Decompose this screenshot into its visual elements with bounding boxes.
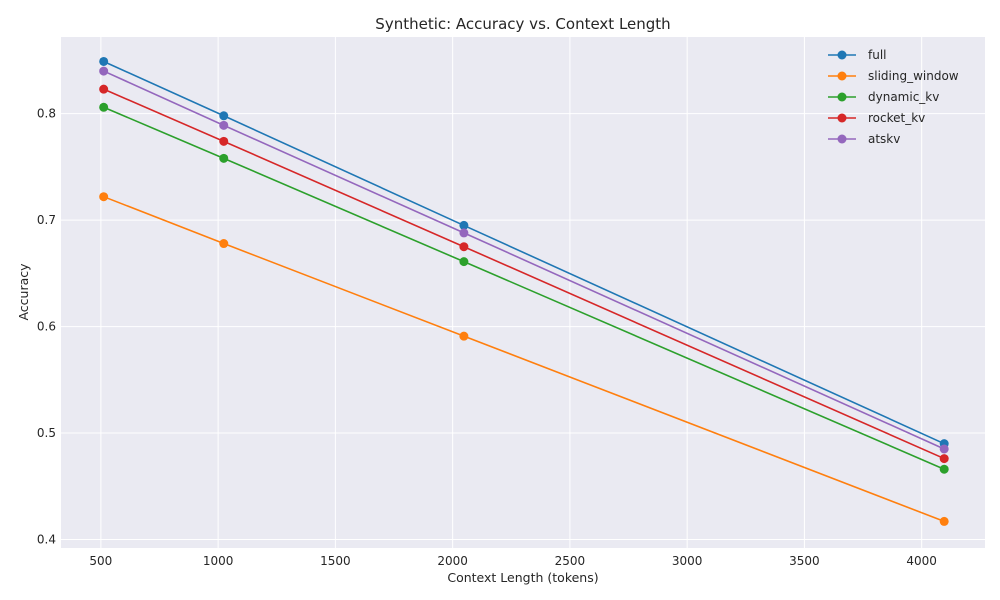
data-point (99, 56, 109, 66)
x-tick-label: 3000 (672, 554, 703, 568)
legend-marker (837, 134, 847, 144)
grid-lines (61, 37, 985, 548)
legend-item: atskv (828, 132, 900, 146)
x-tick-label: 1000 (203, 554, 234, 568)
x-axis-label: Context Length (tokens) (447, 570, 598, 585)
x-tick-labels: 500 1000 1500 2000 2500 3000 3500 4000 (89, 554, 937, 568)
x-tick-label: 4000 (906, 554, 937, 568)
legend-marker (837, 50, 847, 60)
legend-label: dynamic_kv (868, 90, 939, 104)
data-point (939, 516, 949, 526)
data-point (459, 242, 469, 252)
chart-title: Synthetic: Accuracy vs. Context Length (375, 15, 670, 33)
x-tick-label: 3500 (789, 554, 820, 568)
data-point (219, 111, 229, 121)
data-point (219, 120, 229, 130)
series-line (103, 70, 945, 450)
legend-marker (837, 71, 847, 81)
legend-item: rocket_kv (828, 111, 925, 125)
x-tick-label: 2500 (555, 554, 586, 568)
data-point (939, 454, 949, 464)
data-point (459, 220, 469, 230)
legend-marker (837, 92, 847, 102)
x-tick-label: 500 (89, 554, 112, 568)
y-tick-label: 0.5 (37, 426, 56, 440)
series-line (103, 106, 945, 470)
series-line (103, 60, 945, 445)
y-axis-label: Accuracy (16, 263, 31, 321)
series-line (103, 195, 945, 523)
data-point (219, 136, 229, 146)
data-point (459, 228, 469, 238)
series-group (99, 56, 949, 526)
series-rocket-kv (99, 84, 949, 464)
data-point (99, 84, 109, 94)
data-point (459, 257, 469, 267)
series-dynamic-kv (99, 102, 949, 474)
series-sliding-window (99, 192, 949, 526)
data-point (99, 102, 109, 112)
data-point (939, 444, 949, 454)
data-point (99, 192, 109, 202)
y-tick-label: 0.6 (37, 320, 56, 334)
legend: full sliding_window dynamic_kv rocket_kvats… (828, 48, 959, 146)
y-tick-label: 0.8 (37, 107, 56, 121)
y-tick-label: 0.7 (37, 213, 56, 227)
legend-item: full (828, 48, 887, 62)
series-atskv (99, 66, 949, 454)
legend-label: atskv (868, 132, 900, 146)
y-tick-label: 0.4 (37, 532, 56, 546)
legend-item: sliding_window (828, 69, 959, 83)
legend-label: full (868, 48, 887, 62)
legend-marker (837, 113, 847, 123)
legend-label: rocket_kv (868, 111, 925, 125)
x-tick-label: 1500 (320, 554, 351, 568)
data-point (939, 464, 949, 474)
data-point (99, 66, 109, 76)
series-line (103, 88, 945, 460)
legend-item: dynamic_kv (828, 90, 939, 104)
x-tick-label: 2000 (437, 554, 468, 568)
data-point (459, 331, 469, 341)
data-point (219, 239, 229, 249)
y-tick-labels: 0.4 0.5 0.6 0.7 0.8 (37, 107, 56, 547)
data-point (219, 153, 229, 163)
legend-label: sliding_window (868, 69, 959, 83)
